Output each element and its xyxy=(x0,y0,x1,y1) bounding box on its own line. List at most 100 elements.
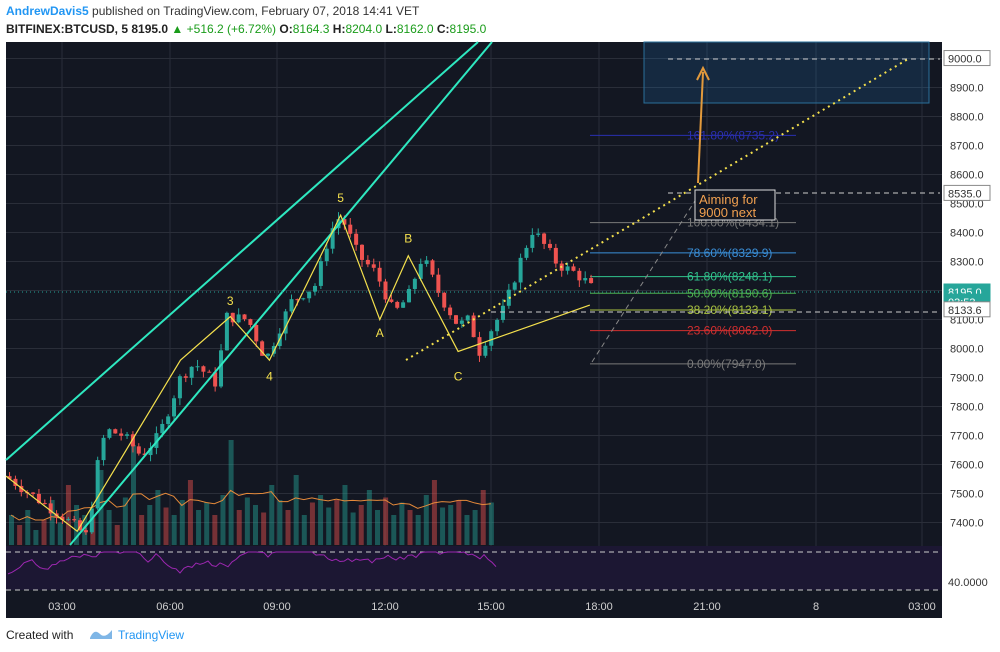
time-tick-label: 09:00 xyxy=(263,601,291,613)
candle-body xyxy=(289,299,294,312)
author-link[interactable]: AndrewDavis5 xyxy=(6,4,89,18)
volume-bar xyxy=(464,515,470,545)
rsi-value-label: 40.0000 xyxy=(948,577,988,589)
candle-body xyxy=(248,319,253,325)
volume-bar xyxy=(82,515,88,545)
candle-body xyxy=(495,319,500,332)
candle-body xyxy=(430,260,435,275)
rsi-indicator xyxy=(6,551,942,591)
volume-bar xyxy=(309,502,315,545)
candle-body xyxy=(195,366,200,368)
candle-body xyxy=(101,437,106,461)
volume-bar xyxy=(228,440,234,545)
fibonacci-levels[interactable]: 161.80%(8735.2)100.00%(8434.1)78.60%(832… xyxy=(590,128,796,371)
candle-body xyxy=(589,278,594,284)
rsi-line xyxy=(7,551,497,575)
candle-body xyxy=(583,278,588,281)
volume-bar xyxy=(236,510,242,545)
candle-body xyxy=(360,244,364,260)
high-value: 8204.0 xyxy=(345,22,383,36)
tradingview-link[interactable]: TradingView xyxy=(118,628,185,642)
price-tick-label: 8300.0 xyxy=(950,257,984,269)
time-tick-label: 21:00 xyxy=(693,601,721,613)
elliott-wave-line xyxy=(5,213,591,533)
volume-bar xyxy=(131,445,136,545)
fib-level-label: 161.80%(8735.2) xyxy=(687,128,779,142)
fib-level-label: 61.80%(8248.1) xyxy=(687,270,772,284)
close-value: 8195.0 xyxy=(449,22,487,36)
candle-body xyxy=(213,372,218,387)
footer: Created with TradingView xyxy=(0,620,1000,652)
candle-body xyxy=(95,460,100,509)
time-axis-background xyxy=(6,590,942,618)
candle-body xyxy=(283,311,288,334)
candle-body xyxy=(424,260,429,264)
candle-body xyxy=(78,520,83,531)
volume-bar xyxy=(33,530,39,545)
candle-body xyxy=(547,243,552,248)
target-zone-box[interactable] xyxy=(643,41,930,104)
candle-body xyxy=(224,312,229,351)
price-tick-label: 7600.0 xyxy=(950,460,984,472)
wave-label: A xyxy=(376,326,384,340)
candle-body xyxy=(448,307,453,316)
candle-body xyxy=(66,519,71,521)
volume-bar xyxy=(440,507,446,545)
symbol-label[interactable]: BITFINEX:BTCUSD, 5 xyxy=(6,22,129,36)
price-badge xyxy=(943,184,991,201)
fib-level-label: 78.60%(8329.9) xyxy=(687,246,772,260)
candle-body xyxy=(471,315,476,338)
price-chart[interactable]: 161.80%(8735.2)100.00%(8434.1)78.60%(832… xyxy=(0,40,1000,620)
candle-body xyxy=(301,298,306,300)
price-tick-label: 7700.0 xyxy=(950,431,984,443)
price-tick-label: 8000.0 xyxy=(950,344,984,356)
tradingview-logo-icon[interactable] xyxy=(88,626,114,642)
target-arrow-head-icon xyxy=(696,65,710,81)
candle-body xyxy=(354,233,359,245)
price-tick-label: 8700.0 xyxy=(950,141,984,153)
volume-bar xyxy=(318,495,324,545)
candle-body xyxy=(365,259,370,265)
time-tick-label: 18:00 xyxy=(585,601,613,613)
candle-body xyxy=(577,270,582,281)
volume-bar xyxy=(350,512,356,545)
price-badge xyxy=(943,301,991,318)
volume-bar xyxy=(342,485,348,545)
candle-body xyxy=(395,301,400,308)
candle-body xyxy=(72,519,77,521)
candle-body xyxy=(113,429,118,434)
candle-body xyxy=(201,366,206,372)
channel-upper-line xyxy=(5,41,479,461)
volume-bar xyxy=(147,505,153,545)
close-label: C: xyxy=(436,22,450,36)
candle-body xyxy=(406,288,411,303)
volume-bar xyxy=(139,515,145,545)
candle-body xyxy=(125,434,130,436)
candle-body xyxy=(19,485,24,493)
price-tick-label: 8500.0 xyxy=(950,199,984,211)
candle-body xyxy=(242,314,247,320)
axes: 9000.0 8900.0 8800.0 8700.0 8600.0 8500.0 8400… xyxy=(48,50,991,613)
price-axis-background xyxy=(942,42,1000,598)
volume-bar xyxy=(220,495,226,545)
time-tick-label: 12:00 xyxy=(371,601,399,613)
volume-bar xyxy=(415,515,421,545)
volume-bar xyxy=(456,500,462,545)
fib-level-label: 0.00%(7947.0) xyxy=(687,357,766,371)
candle-body xyxy=(219,350,224,387)
candle-body xyxy=(500,305,505,320)
created-with-text: Created with xyxy=(6,628,74,642)
candle-body xyxy=(436,274,441,293)
volume-bar xyxy=(277,500,283,545)
volume-bar xyxy=(407,510,413,545)
price-badge-label: 8535.0 xyxy=(948,188,982,200)
volume-bar xyxy=(41,520,47,545)
candle-body xyxy=(142,453,147,456)
volume-bar xyxy=(204,502,210,545)
candle-body xyxy=(342,219,347,225)
volume-bar xyxy=(65,485,71,545)
candle-body xyxy=(160,423,165,434)
wave-label: B xyxy=(404,232,412,246)
price-tick-label: 8400.0 xyxy=(950,228,984,240)
